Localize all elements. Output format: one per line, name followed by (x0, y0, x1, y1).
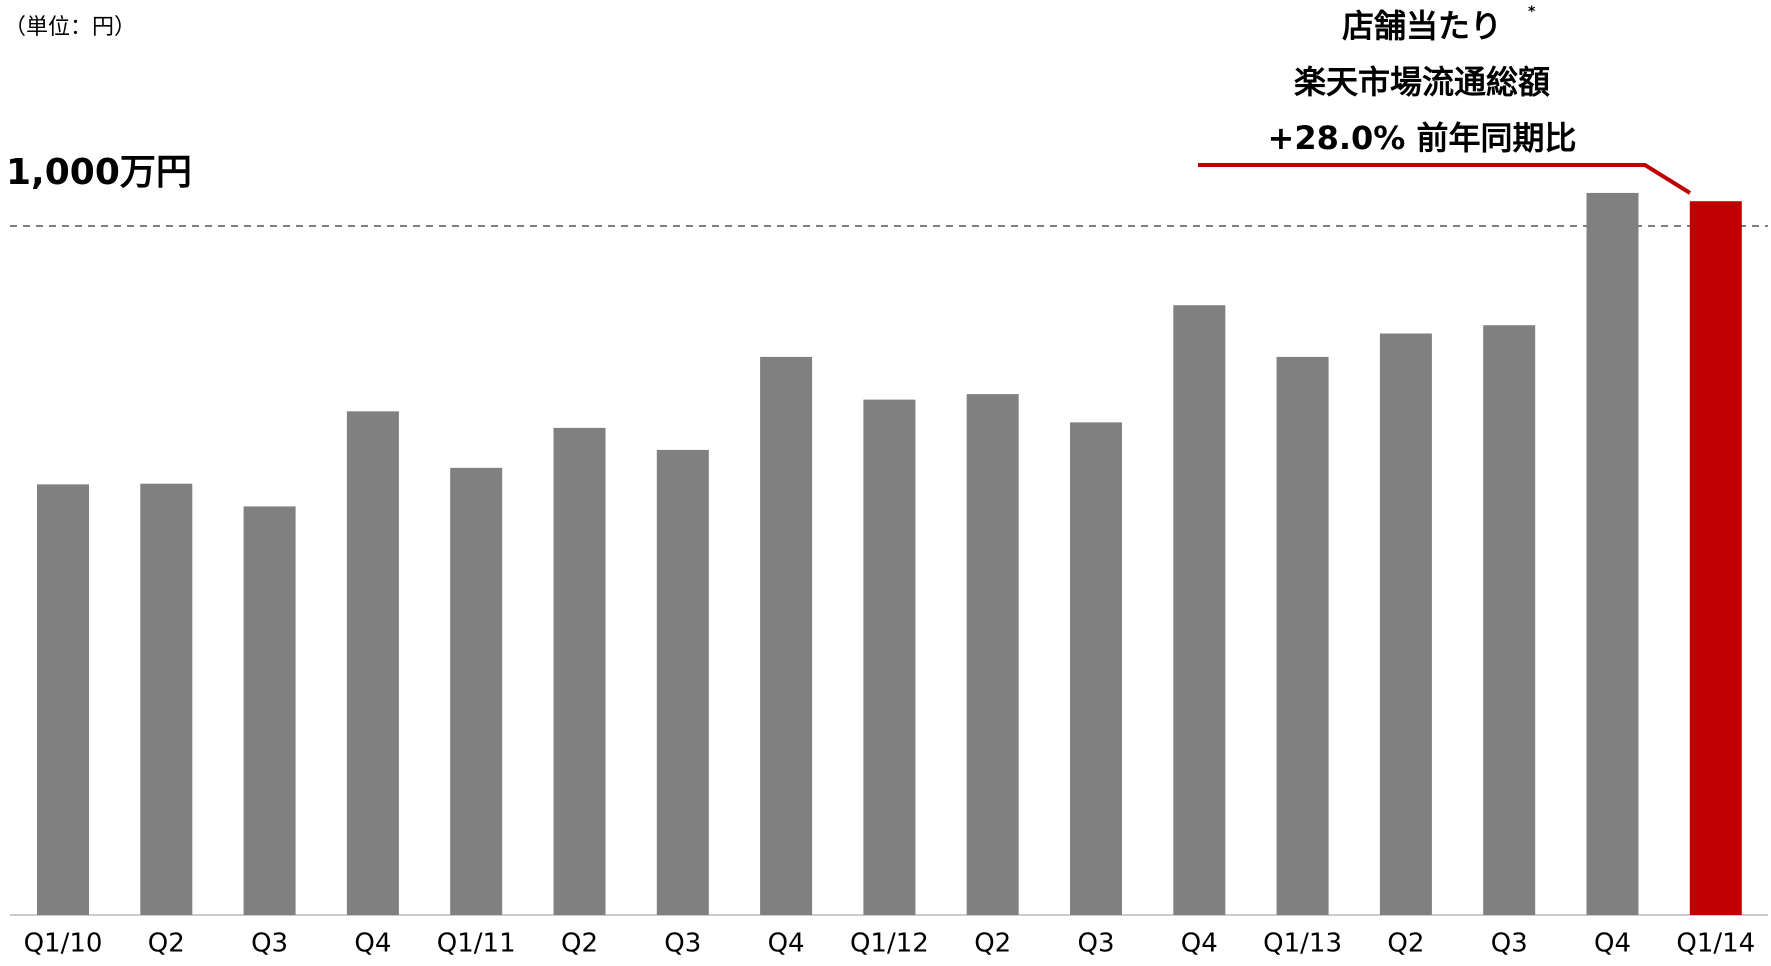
bar (450, 467, 503, 915)
annotation-line: +28.0% 前年同期比 (1268, 119, 1577, 157)
bar (1586, 192, 1639, 915)
footnote-mark: * (1528, 4, 1536, 20)
reference-label: 1,000万円 (6, 152, 192, 193)
x-tick-label: Q2 (561, 929, 598, 959)
bar (863, 399, 916, 915)
bar (243, 506, 296, 915)
x-tick-label: Q2 (148, 929, 185, 959)
bar (1689, 201, 1742, 915)
x-tick-label: Q2 (974, 929, 1011, 959)
bar (760, 356, 813, 915)
x-tick-label: Q4 (354, 929, 391, 959)
x-tick-label: Q2 (1387, 929, 1424, 959)
x-tick-label: Q1/11 (437, 929, 516, 959)
x-tick-label: Q4 (1181, 929, 1218, 959)
annotation-line: 楽天市場流通総額 (1294, 63, 1550, 101)
x-tick-label: Q4 (768, 929, 805, 959)
bar (346, 411, 399, 915)
bar (37, 484, 89, 915)
x-tick-label: Q1/14 (1676, 929, 1755, 959)
bar (1173, 305, 1226, 915)
x-tick-label: Q4 (1594, 929, 1631, 959)
x-tick-label: Q1/13 (1263, 929, 1342, 959)
x-tick-label: Q1/12 (850, 929, 929, 959)
unit-label: （単位：円） (4, 15, 136, 40)
x-tick-label: Q3 (1491, 929, 1528, 959)
bar (140, 483, 193, 915)
x-tick-label: Q3 (664, 929, 701, 959)
bar (966, 394, 1019, 915)
x-tick-label: Q1/10 (24, 929, 103, 959)
x-tick-label: Q3 (251, 929, 288, 959)
bar (553, 427, 606, 915)
bar (1483, 325, 1536, 916)
bar (1276, 356, 1329, 915)
x-tick-label: Q3 (1077, 929, 1114, 959)
bar (1070, 422, 1122, 915)
annotation-line: 店舗当たり (1342, 7, 1502, 45)
bar (1379, 333, 1432, 916)
bar (656, 449, 709, 915)
callout-line (1198, 163, 1692, 195)
